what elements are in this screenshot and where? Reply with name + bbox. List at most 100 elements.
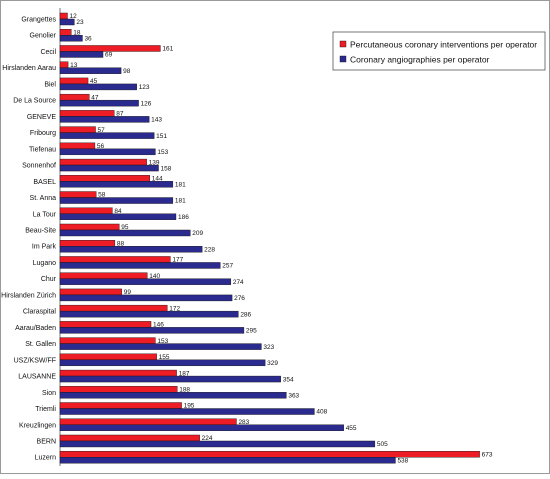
value-label-angiography: 257 <box>222 263 233 270</box>
value-label-angiography: 354 <box>283 376 294 383</box>
bar-angiography <box>59 35 83 42</box>
value-label-pci: 161 <box>162 46 173 53</box>
bar-pci <box>59 451 480 458</box>
bar-angiography <box>59 246 203 253</box>
value-label-angiography: 69 <box>105 52 113 59</box>
bar-pci <box>59 386 178 393</box>
value-label-pci: 172 <box>169 305 180 312</box>
bar-angiography <box>59 359 266 367</box>
category-label: Luzern <box>35 455 57 462</box>
bar-pci <box>59 93 90 101</box>
value-label-pci: 88 <box>117 240 125 247</box>
category-label: De La Source <box>13 98 56 105</box>
category-label: Chur <box>41 276 57 283</box>
value-label-angiography: 123 <box>139 84 150 91</box>
value-label-pci: 155 <box>159 354 170 361</box>
value-label-angiography: 276 <box>234 295 245 302</box>
bar-angiography <box>59 310 239 318</box>
value-label-pci: 45 <box>90 78 98 85</box>
value-label-angiography: 408 <box>316 409 327 416</box>
bar-angiography <box>59 375 281 383</box>
category-label: Beau-Site <box>25 227 56 234</box>
bar-pci <box>59 304 168 312</box>
value-label-pci: 283 <box>238 419 249 426</box>
bar-angiography <box>59 99 139 107</box>
bar-pci <box>59 61 69 68</box>
bar-pci <box>59 223 120 231</box>
value-label-pci: 224 <box>202 435 213 442</box>
category-label: Triemli <box>35 406 56 413</box>
legend: Percutaneous coronary interventions per … <box>332 31 546 71</box>
value-label-angiography: 153 <box>157 149 168 156</box>
legend-swatch-pci <box>339 40 347 48</box>
legend-box <box>332 31 546 71</box>
value-label-angiography: 286 <box>240 311 251 318</box>
bar-angiography <box>59 67 122 74</box>
value-label-angiography: 186 <box>178 214 189 221</box>
value-label-pci: 673 <box>482 451 493 458</box>
bar-angiography <box>59 294 233 302</box>
value-label-pci: 139 <box>149 159 160 166</box>
value-label-angiography: 158 <box>161 165 172 172</box>
bar-pci <box>59 434 200 442</box>
bar-pci <box>59 12 68 20</box>
value-label-angiography: 181 <box>175 182 186 189</box>
value-label-angiography: 181 <box>175 198 186 205</box>
bar-angiography <box>59 229 191 237</box>
category-label: Tiefenau <box>29 146 56 153</box>
value-label-angiography: 143 <box>151 117 162 124</box>
category-label: Biel <box>44 81 56 88</box>
bar-angiography <box>59 327 245 334</box>
value-label-angiography: 228 <box>204 246 215 253</box>
value-label-angiography: 505 <box>377 441 388 448</box>
value-label-pci: 57 <box>98 127 106 134</box>
bar-angiography <box>59 83 137 91</box>
value-label-angiography: 363 <box>288 392 299 399</box>
value-label-angiography: 151 <box>156 133 167 140</box>
bar-pci <box>59 77 89 85</box>
category-label: Kreuzlingen <box>19 422 56 429</box>
bar-pci <box>59 288 122 296</box>
category-label: Lugano <box>33 260 56 267</box>
bar-angiography <box>59 392 287 399</box>
bar-pci <box>59 337 156 344</box>
value-label-pci: 58 <box>98 192 106 199</box>
bar-pci <box>59 110 115 117</box>
value-label-pci: 195 <box>184 403 195 410</box>
category-label: Aarau/Baden <box>15 325 56 332</box>
bar-angiography <box>59 278 232 285</box>
value-label-angiography: 538 <box>397 457 408 464</box>
bar-pci <box>59 418 237 425</box>
legend-swatch-angio <box>339 55 347 63</box>
bar-angiography <box>59 457 396 464</box>
category-label: Cecil <box>40 49 56 56</box>
value-label-angiography: 274 <box>233 279 244 286</box>
value-label-pci: 87 <box>116 111 124 118</box>
bar-angiography <box>59 181 174 188</box>
bar-pci <box>59 142 96 150</box>
bar-angiography <box>59 440 376 448</box>
bar-angiography <box>59 51 104 58</box>
value-label-pci: 12 <box>69 13 77 20</box>
bar-pci <box>59 126 96 133</box>
value-label-angiography: 323 <box>263 344 274 351</box>
category-label: USZ/KSW/FF <box>14 357 56 364</box>
value-label-pci: 140 <box>149 273 160 280</box>
bar-angiography <box>59 213 177 220</box>
category-label: GENEVE <box>27 114 57 121</box>
bar-pci <box>59 158 147 166</box>
bar-pci <box>59 353 157 361</box>
value-label-pci: 56 <box>97 143 105 150</box>
bar-pci <box>59 402 182 409</box>
value-label-pci: 153 <box>157 338 168 345</box>
category-label: BASEL <box>33 179 56 186</box>
category-label: Hirslanden Zürich <box>1 292 56 299</box>
bar-pci <box>59 369 177 377</box>
value-label-angiography: 98 <box>123 68 131 75</box>
value-label-angiography: 23 <box>76 19 84 26</box>
value-label-angiography: 329 <box>267 360 278 367</box>
value-label-pci: 95 <box>121 224 129 231</box>
category-label: Sonnenhof <box>22 163 56 170</box>
